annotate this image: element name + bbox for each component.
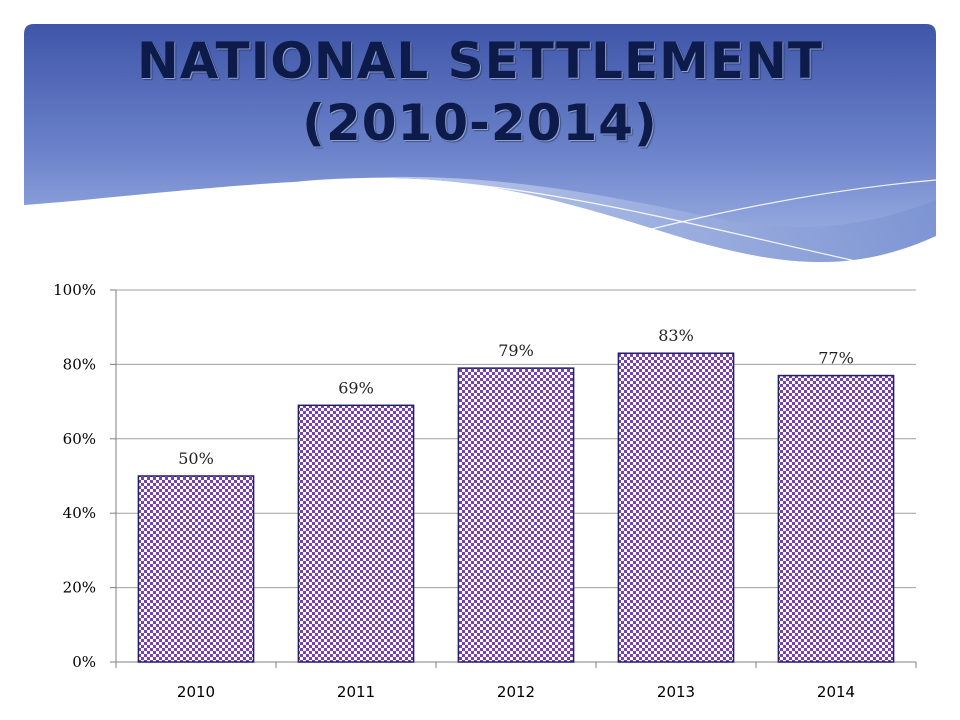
bar-2013 [617, 352, 735, 663]
banner-line-1 [299, 178, 861, 263]
banner-wave [330, 176, 936, 263]
x-tick-label-2010: 2010 [177, 683, 215, 701]
y-tick-label: 20% [63, 579, 96, 597]
data-label-2010: 50% [178, 449, 214, 468]
banner-background [24, 24, 936, 263]
y-tick-label: 100% [53, 281, 96, 299]
title-line-2: (2010-2014) [302, 94, 658, 152]
x-tick-label-2011: 2011 [337, 683, 375, 701]
y-tick-label: 80% [63, 355, 96, 373]
x-tick-label-2012: 2012 [497, 683, 535, 701]
title-line-1: NATIONAL SETTLEMENT [136, 32, 824, 90]
banner-line-2 [589, 179, 937, 246]
data-label-2013: 83% [658, 326, 694, 345]
data-label-2014: 77% [818, 349, 854, 368]
bar-2010 [137, 475, 255, 663]
data-label-2011: 69% [338, 378, 374, 397]
x-tick-label-2014: 2014 [817, 683, 855, 701]
bar-2012 [457, 367, 575, 663]
y-tick-label: 40% [63, 504, 96, 522]
y-tick-label: 60% [63, 430, 96, 448]
data-label-2012: 79% [498, 341, 534, 360]
slide-title: NATIONAL SETTLEMENT (2010-2014) [24, 30, 936, 154]
header-banner [24, 24, 937, 263]
y-tick-label: 0% [72, 653, 96, 671]
x-tick-label-2013: 2013 [657, 683, 695, 701]
bar-2014 [777, 374, 895, 663]
bar-2011 [297, 404, 415, 663]
